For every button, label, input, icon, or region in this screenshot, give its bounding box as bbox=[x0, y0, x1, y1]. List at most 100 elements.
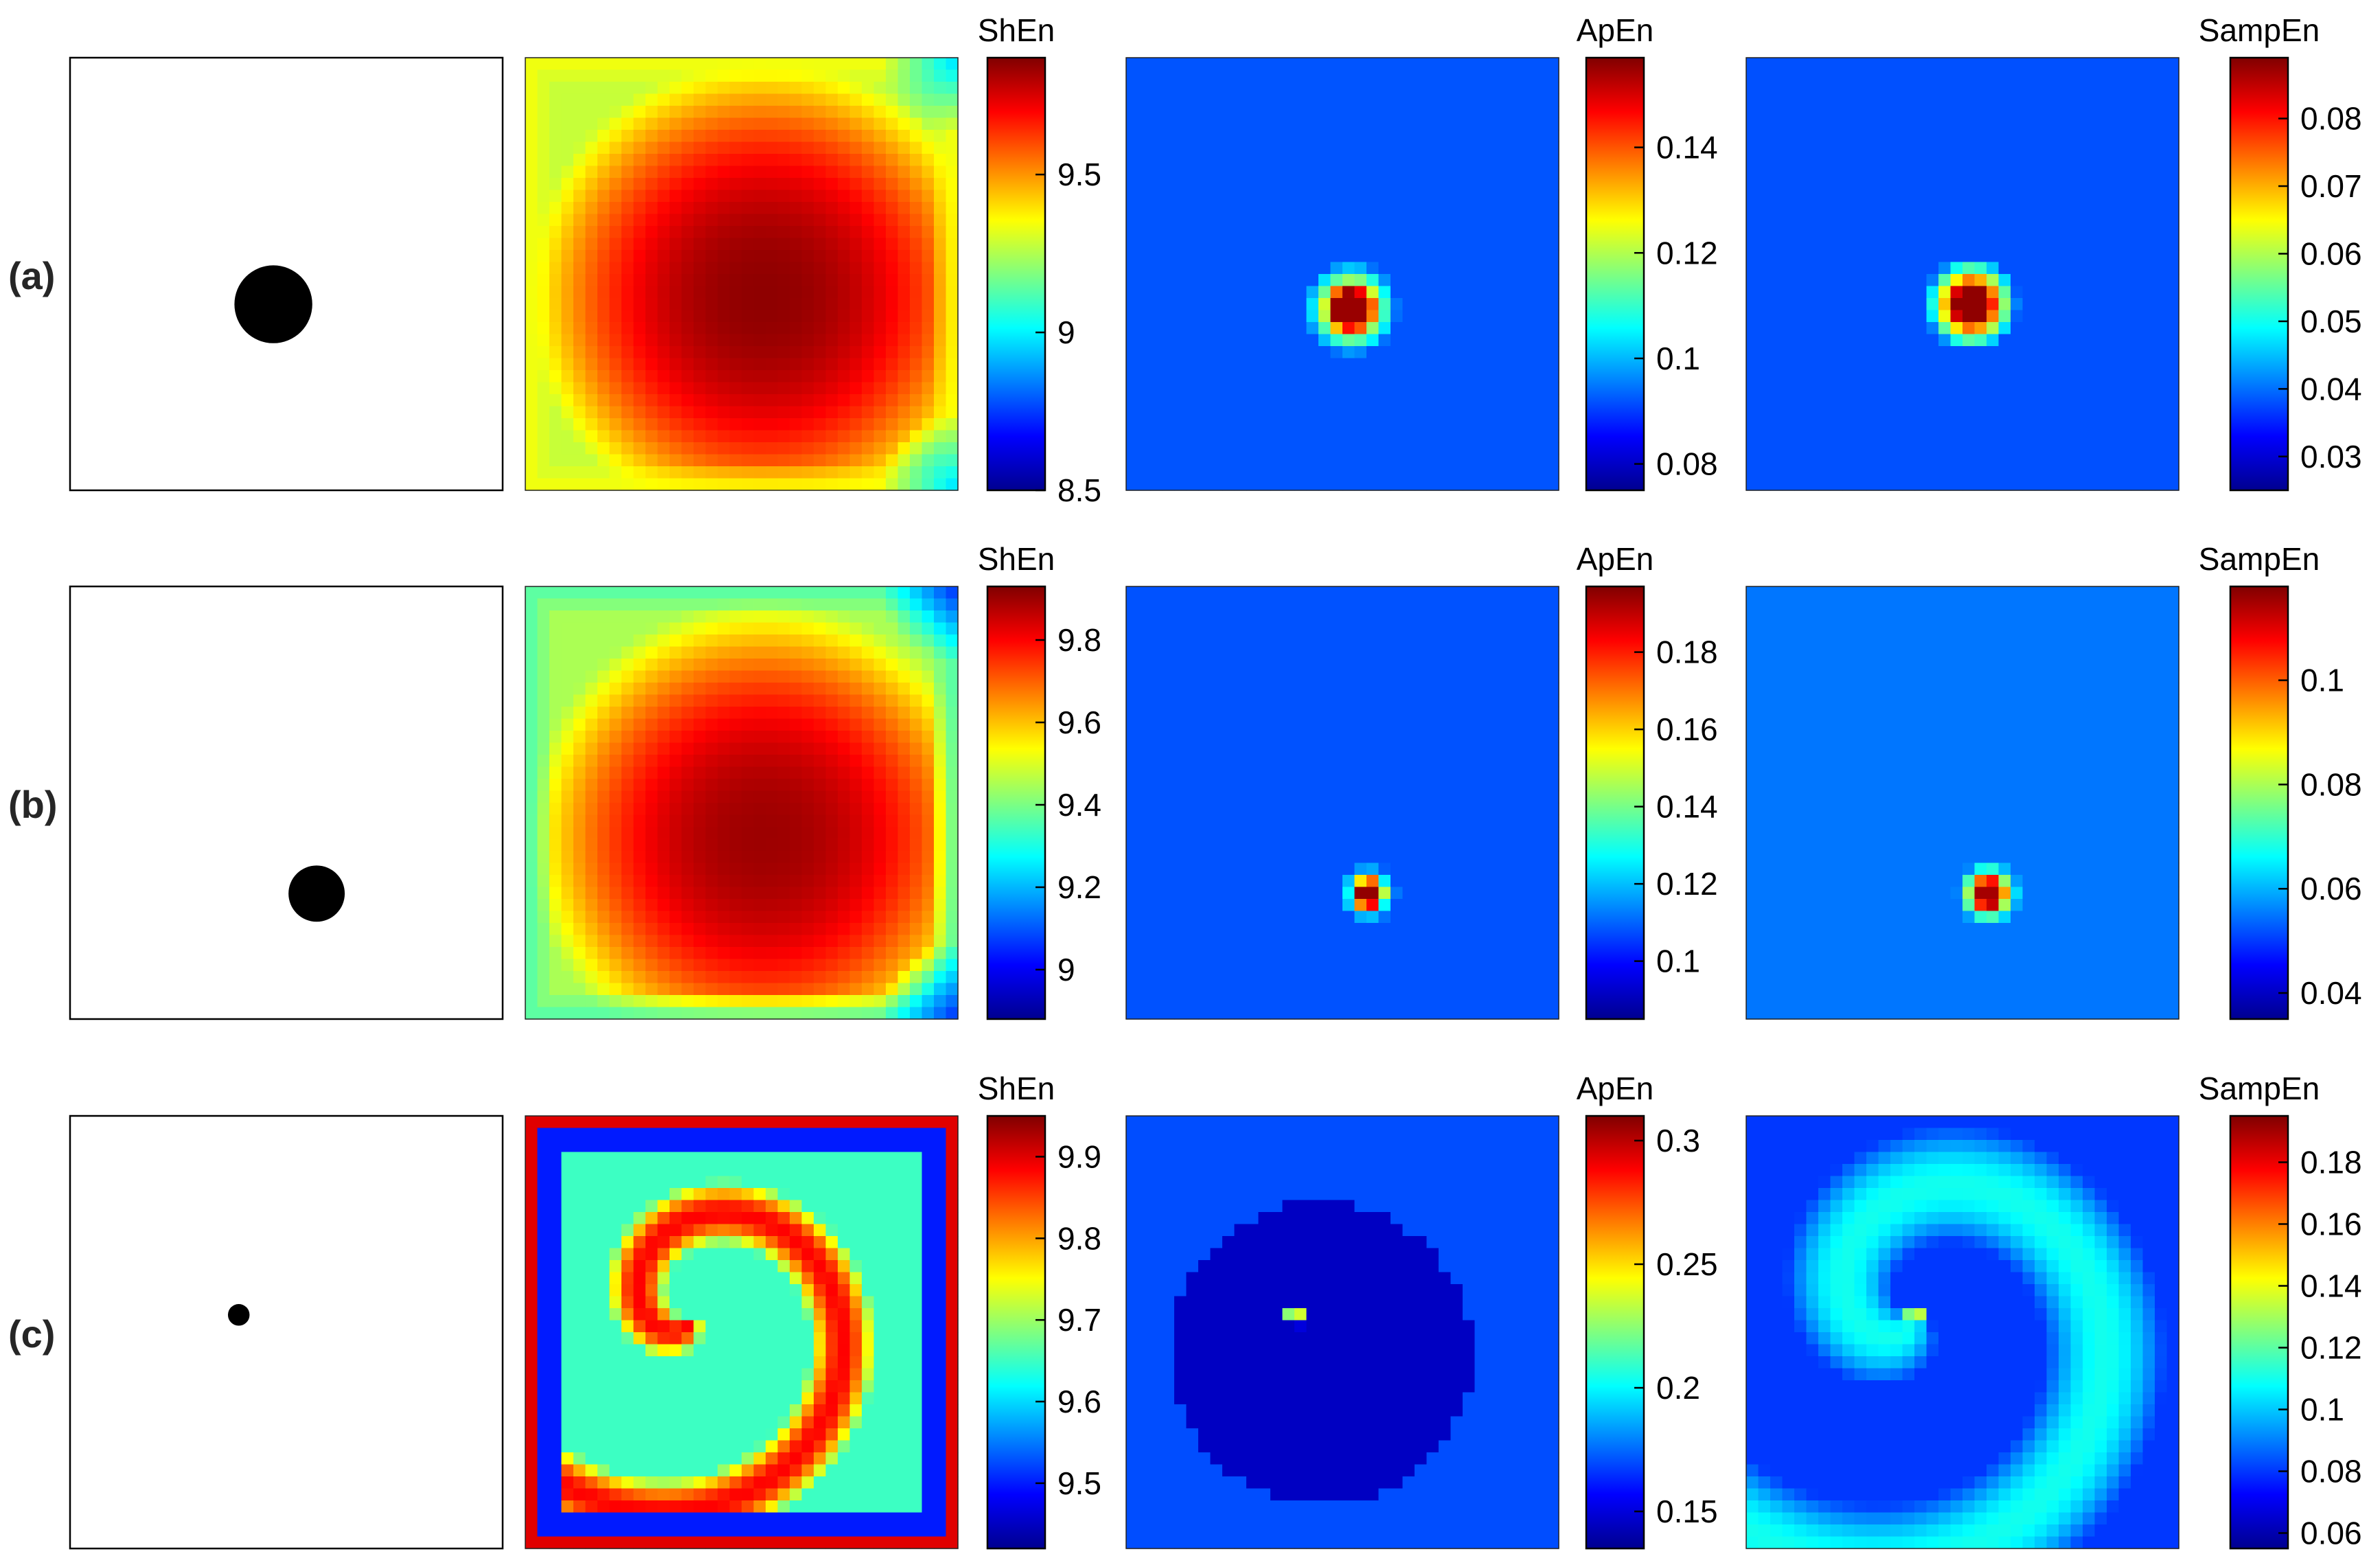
heatmap-cell bbox=[742, 226, 755, 239]
heatmap-cell bbox=[549, 190, 562, 203]
heatmap-cell bbox=[729, 334, 742, 347]
heatmap-cell bbox=[2166, 178, 2179, 191]
heatmap-cell bbox=[537, 862, 550, 876]
heatmap-cell bbox=[1794, 394, 1807, 407]
heatmap-cell bbox=[1162, 466, 1175, 479]
heatmap-cell bbox=[801, 670, 814, 683]
heatmap-cell bbox=[1498, 190, 1511, 203]
heatmap-cell bbox=[670, 803, 683, 816]
heatmap-cell bbox=[549, 250, 562, 263]
heatmap-cell bbox=[729, 226, 742, 239]
heatmap-cell bbox=[1210, 117, 1223, 130]
heatmap-cell bbox=[2046, 141, 2059, 155]
heatmap-cell bbox=[1126, 442, 1139, 455]
heatmap-cell bbox=[1878, 93, 1891, 106]
heatmap-cell bbox=[729, 370, 742, 383]
heatmap-cell bbox=[1138, 382, 1151, 395]
heatmap-cell bbox=[1366, 202, 1380, 215]
heatmap-cell bbox=[2166, 334, 2179, 347]
heatmap-cell bbox=[1854, 117, 1867, 130]
heatmap-cell bbox=[1866, 226, 1879, 239]
heatmap-cell bbox=[2011, 358, 2024, 371]
heatmap-cell bbox=[1806, 370, 1819, 383]
heatmap-cell bbox=[525, 707, 538, 720]
heatmap-cell bbox=[670, 130, 683, 143]
heatmap-cell bbox=[1366, 406, 1380, 419]
heatmap-cell bbox=[1354, 310, 1367, 323]
heatmap-cell bbox=[1818, 442, 1831, 455]
heatmap-cell bbox=[897, 670, 911, 683]
heatmap-cell bbox=[1926, 214, 1939, 227]
heatmap-cell bbox=[922, 731, 935, 744]
heatmap-cell bbox=[1511, 58, 1524, 71]
heatmap-cell bbox=[1987, 346, 2000, 359]
heatmap-cell bbox=[1234, 346, 1247, 359]
heatmap-cell bbox=[1150, 93, 1163, 106]
heatmap-cell bbox=[753, 58, 766, 71]
heatmap-cell bbox=[549, 875, 562, 888]
heatmap-cell bbox=[946, 430, 959, 443]
heatmap-cell bbox=[1914, 466, 1927, 479]
heatmap-cell bbox=[1878, 250, 1891, 263]
heatmap-cell bbox=[705, 731, 718, 744]
heatmap-cell bbox=[670, 214, 683, 227]
heatmap-cell bbox=[718, 646, 731, 659]
heatmap-cell bbox=[1963, 82, 1976, 95]
heatmap-cell bbox=[633, 779, 646, 792]
heatmap-cell bbox=[1794, 141, 1807, 155]
heatmap-cell bbox=[1830, 418, 1843, 431]
heatmap-cell bbox=[1415, 358, 1428, 371]
heatmap-cell bbox=[1914, 154, 1927, 167]
heatmap-cell bbox=[825, 346, 838, 359]
heatmap-cell bbox=[525, 298, 538, 311]
heatmap-cell bbox=[2131, 130, 2144, 143]
heatmap-cell bbox=[849, 766, 862, 779]
heatmap-cell bbox=[1758, 141, 1771, 155]
heatmap-cell bbox=[1439, 202, 1452, 215]
heatmap-cell bbox=[1318, 226, 1331, 239]
heatmap-cell bbox=[790, 358, 803, 371]
heatmap-cell bbox=[742, 442, 755, 455]
heatmap-cell bbox=[862, 358, 875, 371]
heatmap-cell bbox=[753, 214, 766, 227]
heatmap-cell bbox=[910, 106, 923, 119]
heatmap-cell bbox=[825, 838, 838, 852]
heatmap-cell bbox=[897, 394, 911, 407]
heatmap-cell bbox=[1987, 202, 2000, 215]
heatmap-cell bbox=[561, 755, 574, 768]
heatmap-cell bbox=[1330, 82, 1343, 95]
heatmap-cell bbox=[886, 755, 899, 768]
heatmap-cell bbox=[946, 394, 959, 407]
heatmap-cell bbox=[1306, 214, 1319, 227]
heatmap-cell bbox=[681, 382, 694, 395]
heatmap-cell bbox=[1222, 394, 1235, 407]
heatmap-cell bbox=[718, 478, 731, 491]
heatmap-cell bbox=[1890, 214, 1903, 227]
heatmap-cell bbox=[705, 298, 718, 311]
heatmap-cell bbox=[886, 322, 899, 335]
heatmap-cell bbox=[777, 418, 790, 431]
heatmap-cell bbox=[670, 58, 683, 71]
heatmap-cell bbox=[838, 310, 851, 323]
heatmap-cell bbox=[849, 478, 862, 491]
heatmap-cell bbox=[1535, 442, 1548, 455]
heatmap-cell bbox=[1854, 178, 1867, 191]
heatmap-cell bbox=[766, 334, 779, 347]
heatmap-cell bbox=[2094, 454, 2107, 467]
heatmap-cell bbox=[1162, 286, 1175, 299]
heatmap-cell bbox=[1378, 466, 1391, 479]
heatmap-cell bbox=[1487, 322, 1500, 335]
heatmap-cell bbox=[862, 694, 875, 707]
heatmap-cell bbox=[573, 731, 586, 744]
heatmap-cell bbox=[1914, 406, 1927, 419]
heatmap-cell bbox=[2107, 310, 2120, 323]
heatmap-cell bbox=[1463, 58, 1476, 71]
heatmap-cell bbox=[633, 178, 646, 191]
heatmap-cell bbox=[777, 646, 790, 659]
heatmap-cell bbox=[1998, 310, 2011, 323]
heatmap-cell bbox=[922, 190, 935, 203]
heatmap-cell bbox=[1450, 214, 1463, 227]
heatmap-cell bbox=[897, 418, 911, 431]
heatmap-cell bbox=[801, 694, 814, 707]
heatmap-cell bbox=[1450, 178, 1463, 191]
